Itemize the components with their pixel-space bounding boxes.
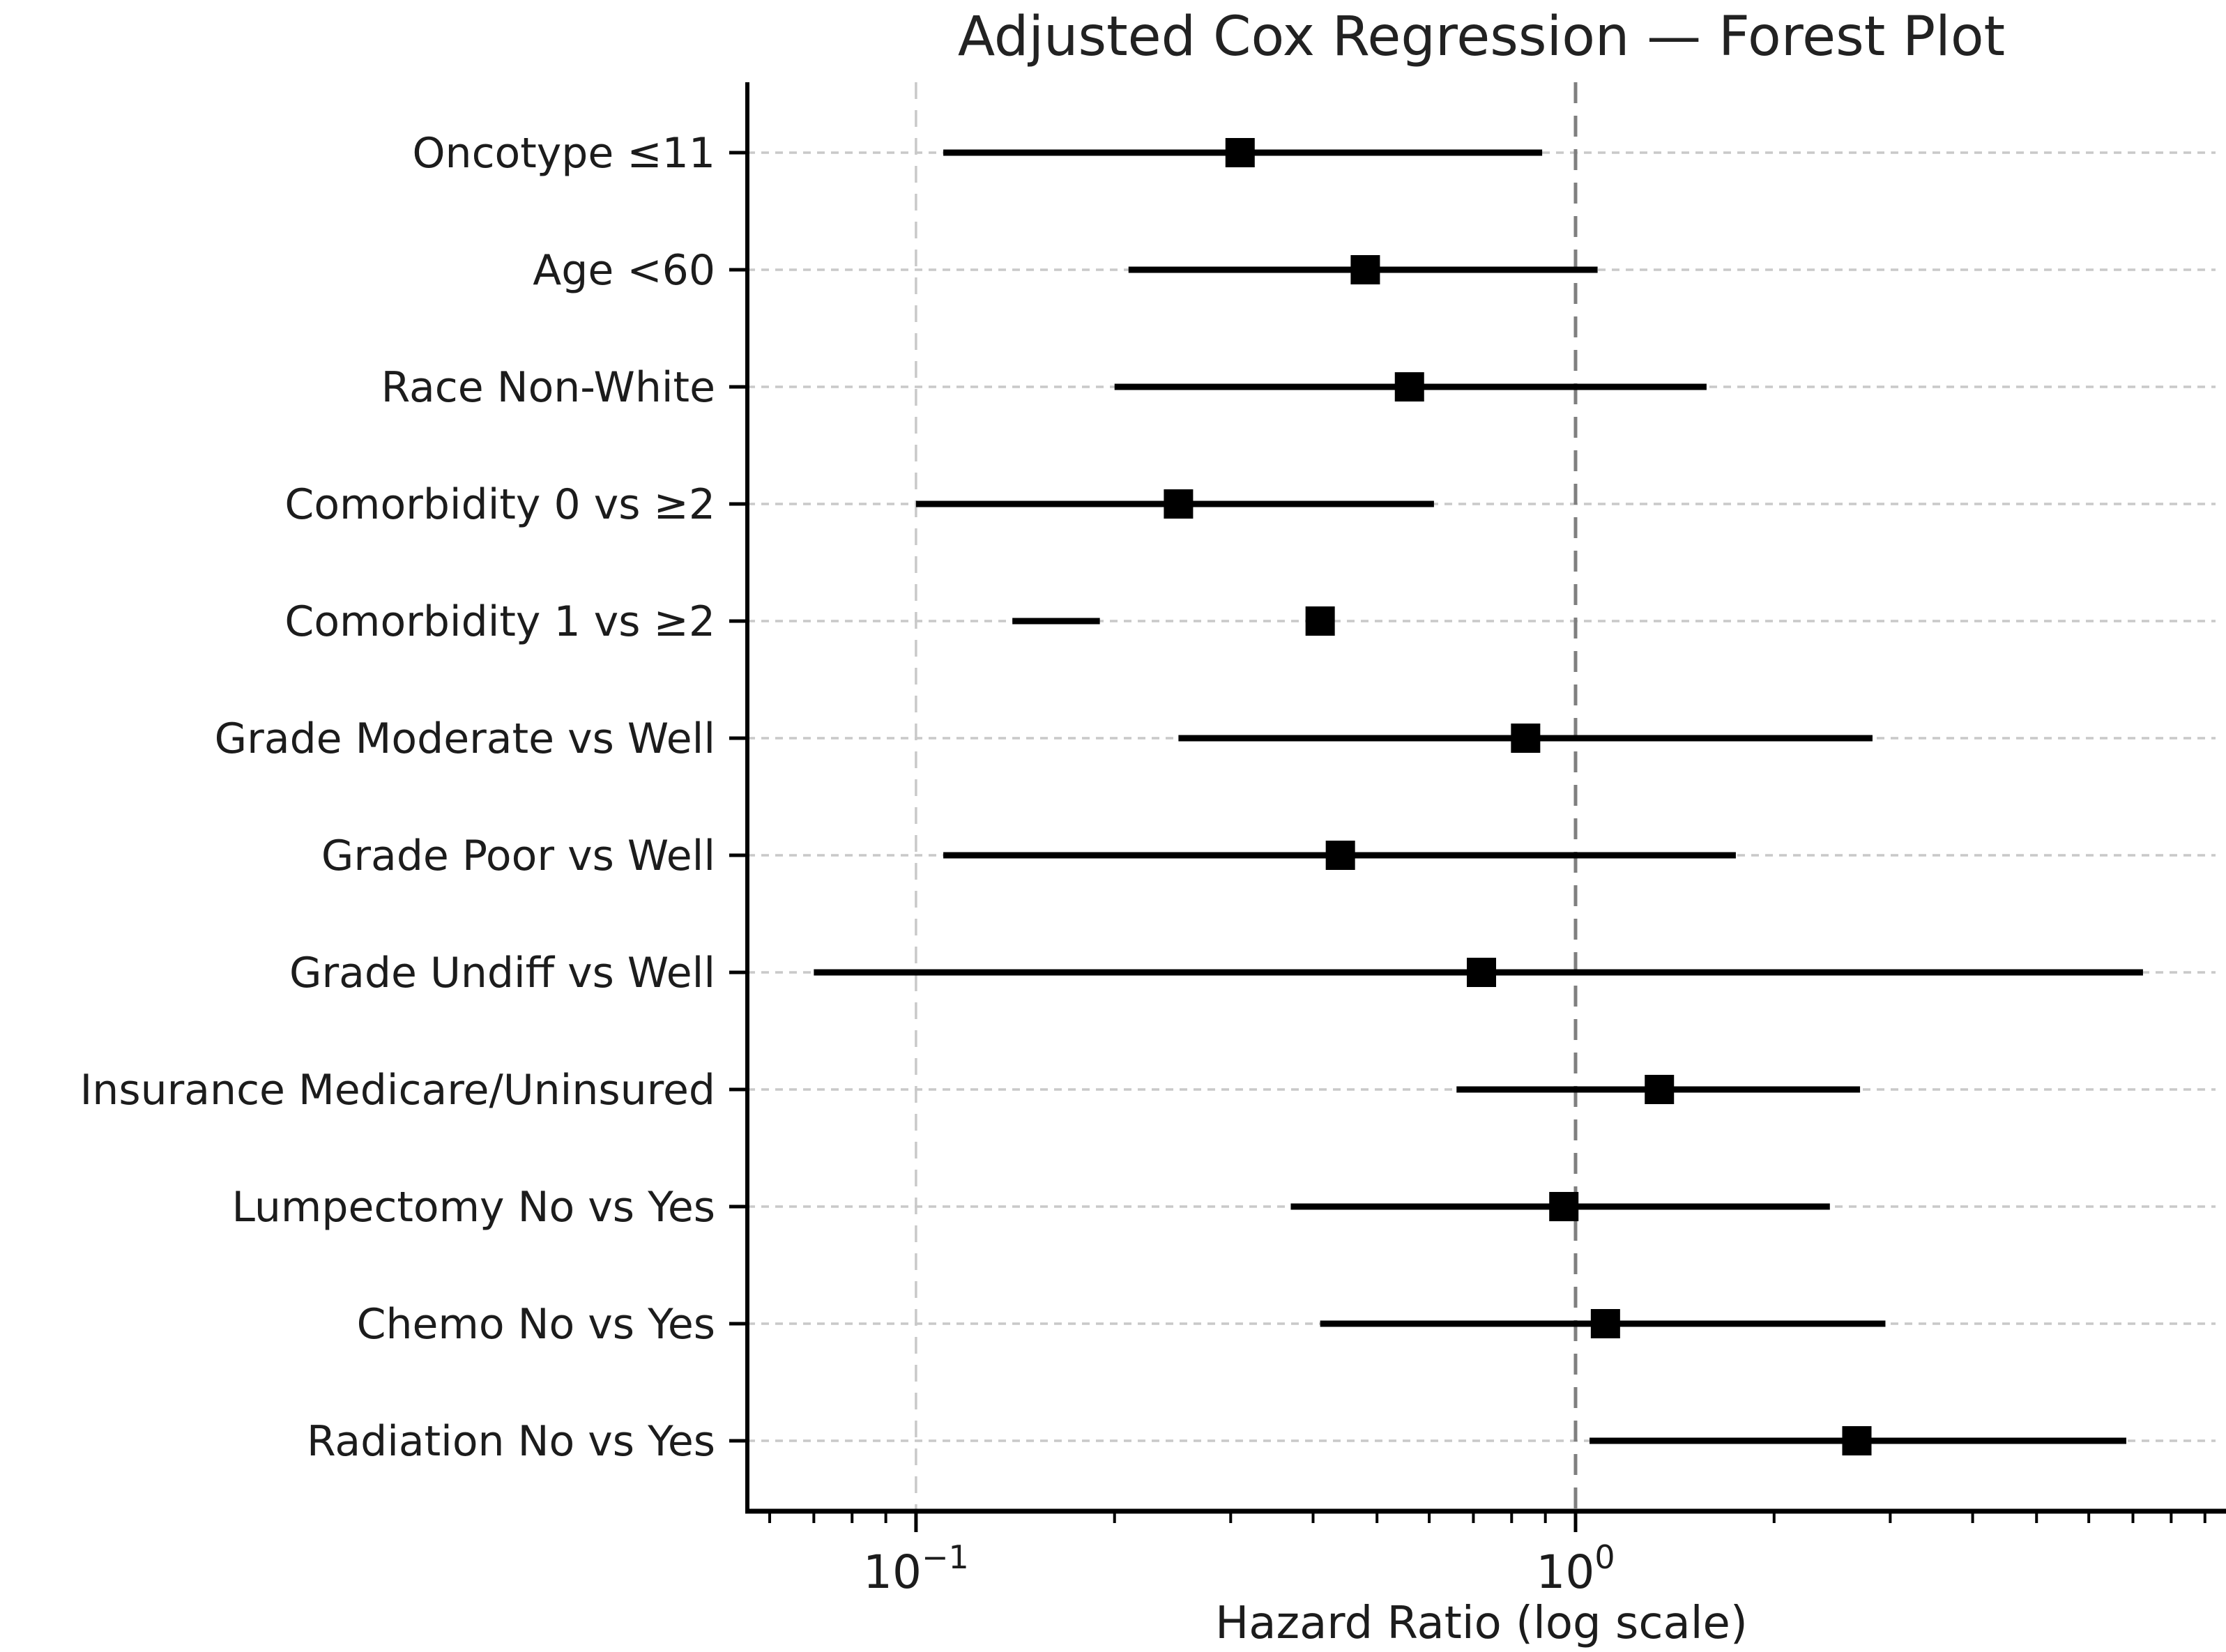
x-axis-label: Hazard Ratio (log scale)	[1215, 1598, 1748, 1649]
hr-point-marker	[1325, 841, 1355, 870]
hr-point-marker	[1842, 1426, 1872, 1455]
y-tick-label: Comorbidity 1 vs ≥2	[284, 597, 715, 646]
y-tick-label: Grade Undiff vs Well	[289, 949, 715, 997]
y-tick-label: Radiation No vs Yes	[307, 1417, 715, 1466]
y-tick-label: Chemo No vs Yes	[357, 1300, 715, 1349]
hr-point-marker	[1467, 958, 1497, 987]
hr-point-marker	[1225, 138, 1255, 167]
y-tick-label: Comorbidity 0 vs ≥2	[284, 480, 715, 529]
chart-title: Adjusted Cox Regression — Forest Plot	[957, 6, 2006, 68]
hr-point-marker	[1350, 255, 1380, 284]
y-tick-label: Oncotype ≤11	[412, 129, 715, 178]
hr-point-marker	[1549, 1192, 1579, 1221]
y-tick-label: Lumpectomy No vs Yes	[232, 1183, 715, 1232]
hr-point-marker	[1164, 489, 1194, 519]
y-tick-label: Age <60	[533, 246, 715, 295]
y-tick-label: Race Non-White	[381, 363, 715, 412]
hr-point-marker	[1511, 724, 1541, 753]
hr-point-marker	[1590, 1309, 1620, 1338]
x-tick-label: 10−1	[863, 1538, 969, 1599]
y-tick-label: Insurance Medicare/Uninsured	[80, 1066, 715, 1115]
x-tick-label: 100	[1536, 1538, 1615, 1599]
y-tick-label: Grade Moderate vs Well	[215, 714, 715, 763]
hr-point-marker	[1645, 1075, 1675, 1104]
y-tick-label: Grade Poor vs Well	[321, 832, 715, 880]
hr-point-marker	[1394, 372, 1424, 401]
hr-point-marker	[1305, 606, 1335, 636]
